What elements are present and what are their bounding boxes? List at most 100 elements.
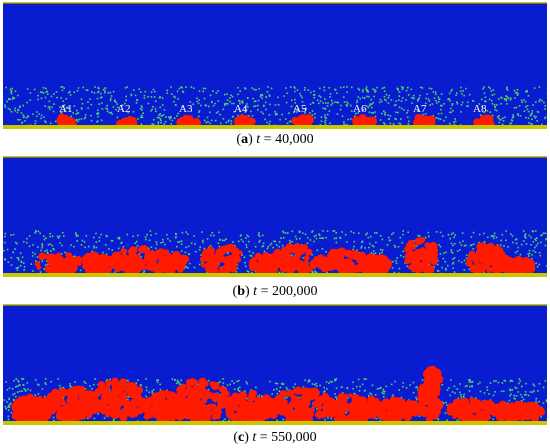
particle <box>510 379 512 382</box>
vapor-blob <box>471 406 479 414</box>
particle <box>509 388 511 391</box>
particle <box>151 390 153 393</box>
particle <box>151 108 153 111</box>
particle <box>540 241 542 244</box>
vapor-blob <box>190 413 197 420</box>
caption-a: (a) t = 40,000 <box>236 132 314 147</box>
particle <box>535 244 538 247</box>
particle <box>326 230 329 233</box>
particle <box>65 98 68 100</box>
particle <box>463 396 465 398</box>
particle <box>398 91 401 93</box>
particle <box>544 232 547 235</box>
particle <box>497 381 500 384</box>
particle <box>364 247 366 249</box>
particle <box>50 95 53 98</box>
vapor-blob <box>168 256 174 263</box>
particle <box>492 237 495 240</box>
particle <box>219 238 222 241</box>
particle <box>160 115 163 117</box>
particle <box>383 86 386 89</box>
particle <box>246 234 248 237</box>
particle <box>505 99 508 102</box>
particle <box>231 380 233 382</box>
vapor-blob <box>487 120 494 127</box>
particle <box>187 233 189 235</box>
particle <box>288 389 291 391</box>
particle <box>14 248 16 250</box>
particle <box>49 235 51 238</box>
particle <box>483 232 485 235</box>
particle <box>388 239 391 242</box>
vapor-blob <box>171 394 178 401</box>
particle <box>460 104 463 106</box>
particle <box>493 235 496 237</box>
particle <box>138 88 140 90</box>
particle <box>84 382 87 384</box>
particle <box>132 235 134 238</box>
particle <box>33 88 36 91</box>
vapor-blob <box>411 245 417 250</box>
particle <box>395 100 397 102</box>
particle <box>387 114 390 116</box>
particle <box>534 116 536 119</box>
particle <box>424 102 427 105</box>
particle <box>346 105 348 107</box>
particle <box>54 120 57 123</box>
particle <box>519 393 522 396</box>
particle <box>232 241 234 243</box>
particle <box>407 116 409 119</box>
vapor-blob <box>134 265 141 272</box>
particle <box>532 241 535 243</box>
particle <box>339 108 342 111</box>
particle <box>156 379 158 382</box>
particle <box>276 392 279 395</box>
vapor-blob <box>367 395 376 404</box>
vapor-blob <box>301 407 308 413</box>
particle <box>122 246 125 248</box>
particle <box>411 96 413 99</box>
particle <box>217 242 220 244</box>
particle <box>351 86 353 89</box>
particle <box>509 99 512 101</box>
particle <box>43 268 45 270</box>
particle <box>467 105 469 107</box>
particle <box>10 90 13 92</box>
particle <box>41 260 43 263</box>
vapor-blob <box>294 386 303 395</box>
particle <box>60 97 62 99</box>
particle <box>151 392 154 394</box>
particle <box>63 104 66 106</box>
particle <box>501 382 504 384</box>
particle <box>538 263 541 266</box>
particle <box>447 98 449 101</box>
particle <box>456 101 458 103</box>
particle <box>532 230 534 233</box>
particle <box>234 244 236 247</box>
particle <box>324 102 327 104</box>
particle <box>396 87 398 90</box>
particle <box>469 379 471 381</box>
particle <box>235 271 238 273</box>
particle <box>453 121 455 123</box>
particle <box>542 402 545 404</box>
particle <box>491 94 494 96</box>
particle <box>373 95 375 98</box>
particle <box>400 100 403 102</box>
vapor-blob <box>261 402 269 410</box>
vapor-blob <box>104 384 111 391</box>
site-label-a5: A5 <box>293 103 307 115</box>
particle <box>224 104 226 106</box>
particle <box>493 380 495 382</box>
particle <box>531 257 533 260</box>
particle <box>308 379 310 381</box>
particle <box>124 87 127 89</box>
particle <box>534 251 537 253</box>
particle <box>368 394 370 397</box>
vapor-blob <box>313 389 320 397</box>
particle <box>463 269 466 271</box>
particle <box>4 106 7 108</box>
particle <box>356 99 359 102</box>
particle <box>201 262 203 264</box>
particle <box>518 105 521 107</box>
